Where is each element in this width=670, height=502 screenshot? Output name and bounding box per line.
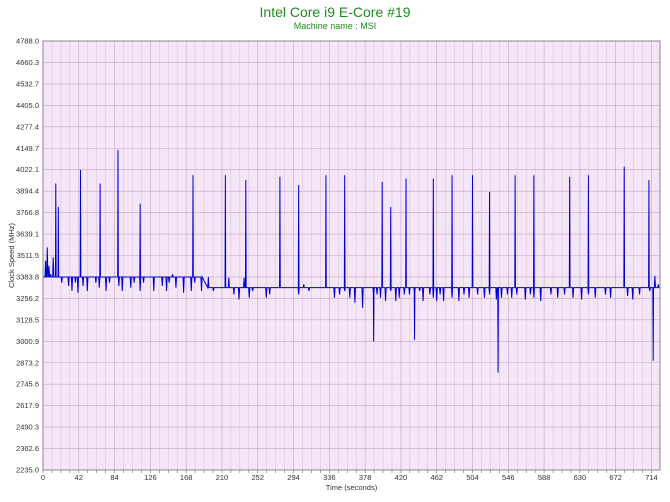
x-tick-label: 42: [75, 473, 83, 482]
y-tick-label: 4405.0: [16, 101, 39, 110]
grid-lines: [42, 40, 660, 471]
y-tick-label: 4149.7: [16, 144, 39, 153]
y-tick-label: 3766.8: [16, 208, 39, 217]
y-tick-label: 3511.5: [17, 251, 39, 260]
x-axis-label: Time (seconds): [326, 483, 378, 492]
series-line: [43, 149, 660, 373]
x-tick-label: 336: [323, 473, 336, 482]
x-tick-label: 294: [287, 473, 300, 482]
y-tick-label: 2490.3: [16, 423, 39, 432]
plot-border: [42, 40, 661, 471]
x-tick-label: 0: [41, 473, 45, 482]
x-tick-label: 546: [502, 473, 515, 482]
x-tick-label: 210: [216, 473, 229, 482]
y-tick-label: 3639.1: [16, 230, 39, 239]
y-tick-label: 4532.7: [16, 79, 39, 88]
x-tick-label: 672: [609, 473, 622, 482]
y-axis-ticks: 2235.0 2362.6 2490.3 2617.9 2745.6 2873.2 3000…: [16, 37, 39, 475]
y-tick-label: 2235.0: [16, 466, 39, 475]
y-tick-label: 4277.4: [16, 122, 39, 131]
x-tick-label: 588: [538, 473, 551, 482]
y-tick-label: 2745.6: [16, 380, 39, 389]
x-tick-label: 168: [180, 473, 193, 482]
y-tick-label: 3383.8: [16, 272, 39, 281]
x-tick-label: 378: [359, 473, 372, 482]
x-tick-label: 714: [645, 473, 658, 482]
x-tick-label: 84: [110, 473, 118, 482]
x-tick-label: 252: [251, 473, 264, 482]
x-tick-label: 462: [430, 473, 443, 482]
y-tick-label: 2617.9: [16, 401, 39, 410]
y-tick-label: 3000.9: [16, 337, 39, 346]
chart-subtitle: Machine name : MSI: [293, 21, 377, 31]
chart-title: Intel Core i9 E-Core #19: [259, 4, 411, 20]
x-tick-label: 630: [574, 473, 587, 482]
y-tick-label: 3894.4: [16, 187, 39, 196]
y-tick-label: 3256.2: [16, 294, 39, 303]
y-axis-label: Clock Speed (MHz): [7, 222, 16, 288]
y-tick-label: 2362.6: [16, 444, 39, 453]
x-tick-label: 420: [395, 473, 408, 482]
x-axis-ticks: 0 42 84 126 168 210 252 294 336 378 420 462 504 546 58…: [41, 470, 658, 482]
x-tick-label: 504: [466, 473, 479, 482]
y-tick-label: 2873.2: [16, 358, 39, 367]
y-tick-label: 3128.5: [16, 315, 39, 324]
y-tick-label: 4660.3: [16, 58, 39, 67]
x-tick-label: 126: [144, 473, 157, 482]
y-tick-label: 4022.1: [16, 165, 39, 174]
y-tick-label: 4788.0: [16, 37, 39, 46]
